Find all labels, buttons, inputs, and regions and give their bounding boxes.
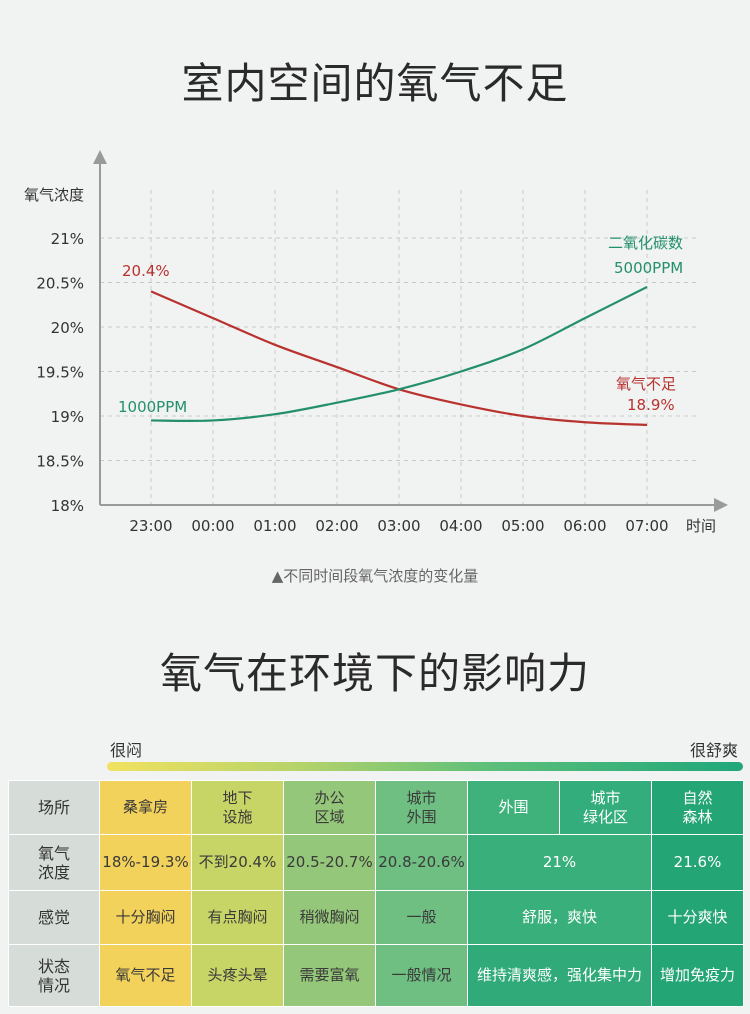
oxygen-chart: 21% 20.5% 20% 19.5% 19% 18.5% 18% 23:00 00:00 01… (24, 150, 728, 535)
chart-caption: ▲不同时间段氧气浓度的变化量 (271, 567, 479, 585)
place-cell: 桑拿房 (99, 780, 192, 835)
co2-end-value: 5000PPM (614, 259, 683, 277)
series-lines (150, 285, 648, 426)
oxygen-table: 场所 桑拿房 地下 设施 办公 区域 城市 外围 外围 城市 绿化区 自然 森林… (8, 780, 744, 1007)
state-cell: 氧气不足 (99, 944, 192, 1007)
y-tick-label: 19.5% (36, 364, 84, 382)
co2-series-line (150, 285, 648, 423)
o2-start-label: 20.4% (122, 262, 170, 280)
place-cell: 城市 绿化区 (559, 780, 652, 835)
feel-cell: 有点胸闷 (191, 890, 284, 945)
header-state: 状态 情况 (8, 944, 100, 1007)
y-axis-arrow (93, 150, 107, 164)
place-cell: 办公 区域 (283, 780, 376, 835)
place-cell: 外围 (467, 780, 560, 835)
place-cell: 自然 森林 (651, 780, 744, 835)
table-row: 感觉 十分胸闷 有点胸闷 稍微胸闷 一般 舒服，爽快 十分爽快 (8, 890, 744, 945)
y-axis-label: 氧气浓度 (24, 186, 84, 204)
feel-cell: 十分爽快 (651, 890, 744, 945)
chart-title: 室内空间的氧气不足 (181, 59, 569, 108)
table-row: 氧气 浓度 18%-19.3% 不到20.4% 20.5-20.7% 20.8-… (8, 834, 744, 891)
x-tick-label: 06:00 (563, 517, 606, 535)
header-feel: 感觉 (8, 890, 100, 945)
o2-cell: 20.5-20.7% (283, 834, 376, 891)
table-row: 状态 情况 氧气不足 头疼头晕 需要富氧 一般情况 维持清爽感，强化集中力 增加… (8, 944, 744, 1007)
y-tick-labels: 21% 20.5% 20% 19.5% 19% 18.5% 18% (36, 230, 84, 515)
o2-cell: 不到20.4% (191, 834, 284, 891)
feel-cell: 一般 (375, 890, 468, 945)
o2-cell: 21% (467, 834, 652, 891)
state-cell: 增加免疫力 (651, 944, 744, 1007)
state-cell: 需要富氧 (283, 944, 376, 1007)
x-tick-label: 01:00 (253, 517, 296, 535)
header-o2: 氧气 浓度 (8, 834, 100, 891)
feel-cell: 十分胸闷 (99, 890, 192, 945)
table-row: 场所 桑拿房 地下 设施 办公 区域 城市 外围 外围 城市 绿化区 自然 森林 (8, 780, 744, 835)
x-tick-label: 23:00 (129, 517, 172, 535)
state-cell: 维持清爽感，强化集中力 (467, 944, 652, 1007)
feel-cell: 稍微胸闷 (283, 890, 376, 945)
o2-end-label: 氧气不足 (616, 375, 676, 393)
x-tick-labels: 23:00 00:00 01:00 02:00 03:00 04:00 05:00 06:00… (129, 517, 668, 535)
o2-series-line (150, 290, 648, 426)
comfort-gradient-bar (107, 762, 743, 771)
feel-cell: 舒服，爽快 (467, 890, 652, 945)
axes (93, 150, 728, 512)
co2-start-label: 1000PPM (118, 398, 187, 416)
o2-end-value: 18.9% (627, 396, 675, 414)
y-tick-label: 21% (51, 230, 84, 248)
o2-cell: 20.8-20.6% (375, 834, 468, 891)
co2-end-label: 二氧化碳数 (608, 234, 683, 252)
x-tick-label: 07:00 (625, 517, 668, 535)
state-cell: 头疼头晕 (191, 944, 284, 1007)
y-tick-label: 18% (51, 497, 84, 515)
header-place: 场所 (8, 780, 100, 835)
y-tick-label: 20.5% (36, 275, 84, 293)
x-axis-arrow (714, 498, 728, 512)
x-tick-label: 02:00 (315, 517, 358, 535)
scale-left-label: 很闷 (110, 741, 143, 760)
o2-cell: 21.6% (651, 834, 744, 891)
place-cell: 城市 外围 (375, 780, 468, 835)
section-title: 氧气在环境下的影响力 (159, 649, 590, 698)
x-axis-label: 时间 (686, 517, 716, 535)
grid (100, 190, 700, 505)
x-tick-label: 03:00 (377, 517, 420, 535)
scale-right-label: 很舒爽 (689, 741, 738, 760)
x-tick-label: 00:00 (191, 517, 234, 535)
x-tick-label: 04:00 (439, 517, 482, 535)
o2-cell: 18%-19.3% (99, 834, 192, 891)
place-cell: 地下 设施 (191, 780, 284, 835)
x-tick-label: 05:00 (501, 517, 544, 535)
state-cell: 一般情况 (375, 944, 468, 1007)
y-tick-label: 18.5% (36, 453, 84, 471)
y-tick-label: 19% (51, 408, 84, 426)
y-tick-label: 20% (51, 319, 84, 337)
